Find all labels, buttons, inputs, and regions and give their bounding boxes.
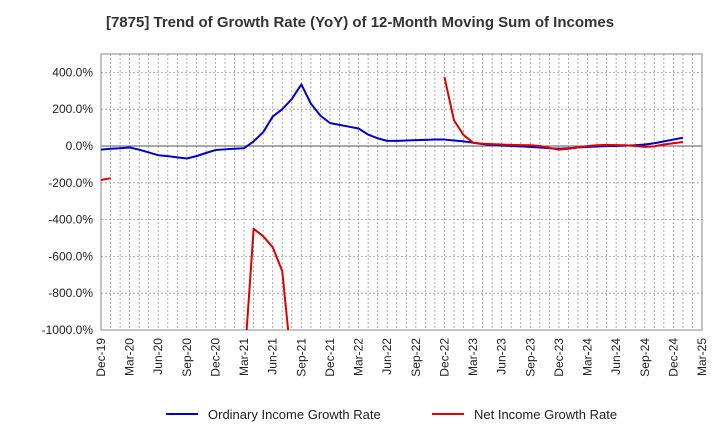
plot-background [101,54,702,330]
x-tick-label: Jun-20 [151,338,165,375]
x-tick-label: Dec-23 [552,338,566,377]
x-tick-label: Sep-20 [180,338,194,377]
x-tick-label: Sep-21 [294,338,308,377]
y-tick-label: 400.0% [52,65,93,79]
x-tick-label: Jun-24 [609,338,623,375]
x-tick-label: Dec-21 [323,338,337,377]
plot-area [100,53,703,331]
x-tick-label: Dec-19 [94,338,108,377]
y-tick-label: -400.0% [48,213,93,227]
x-tick-label: Jun-22 [380,338,394,375]
series-line-net-income [101,76,684,330]
x-tick-label: Dec-20 [208,338,222,377]
legend: Ordinary Income Growth Rate Net Income Gr… [166,407,617,422]
chart-title: [7875] Trend of Growth Rate (YoY) of 12-… [105,14,615,31]
y-tick-label: 0.0% [66,139,94,153]
x-axis-ticks: Dec-19 Mar-20 Jun-20 Sep-20 Dec-20 Mar-21 Jun-… [94,338,709,377]
x-tick-label: Mar-25 [695,338,709,376]
y-tick-label: -200.0% [48,176,93,190]
x-tick-label: Sep-24 [638,338,652,377]
x-tick-label: Sep-22 [409,338,423,377]
x-tick-label: Jun-21 [266,338,280,375]
x-tick-label: Jun-23 [495,338,509,375]
legend-label: Ordinary Income Growth Rate [208,407,381,422]
x-tick-label: Dec-24 [666,338,680,377]
x-tick-label: Dec-22 [437,338,451,377]
series-layer [101,76,684,330]
y-tick-label: -800.0% [48,286,93,300]
legend-label: Net Income Growth Rate [474,407,617,422]
x-tick-label: Mar-24 [581,338,595,376]
plot-border [100,53,703,331]
y-tick-label: 200.0% [52,102,93,116]
x-tick-label: Mar-21 [237,338,251,376]
x-tick-label: Sep-23 [523,338,537,377]
x-tick-label: Mar-20 [123,338,137,376]
x-tick-label: Mar-22 [352,338,366,376]
x-tick-label: Mar-23 [466,338,480,376]
y-tick-label: -1000.0% [42,323,94,337]
y-tick-label: -600.0% [48,249,93,263]
y-axis-ticks: 400.0% 200.0% 0.0% -200.0% -400.0% -600.0% -80… [42,65,94,337]
